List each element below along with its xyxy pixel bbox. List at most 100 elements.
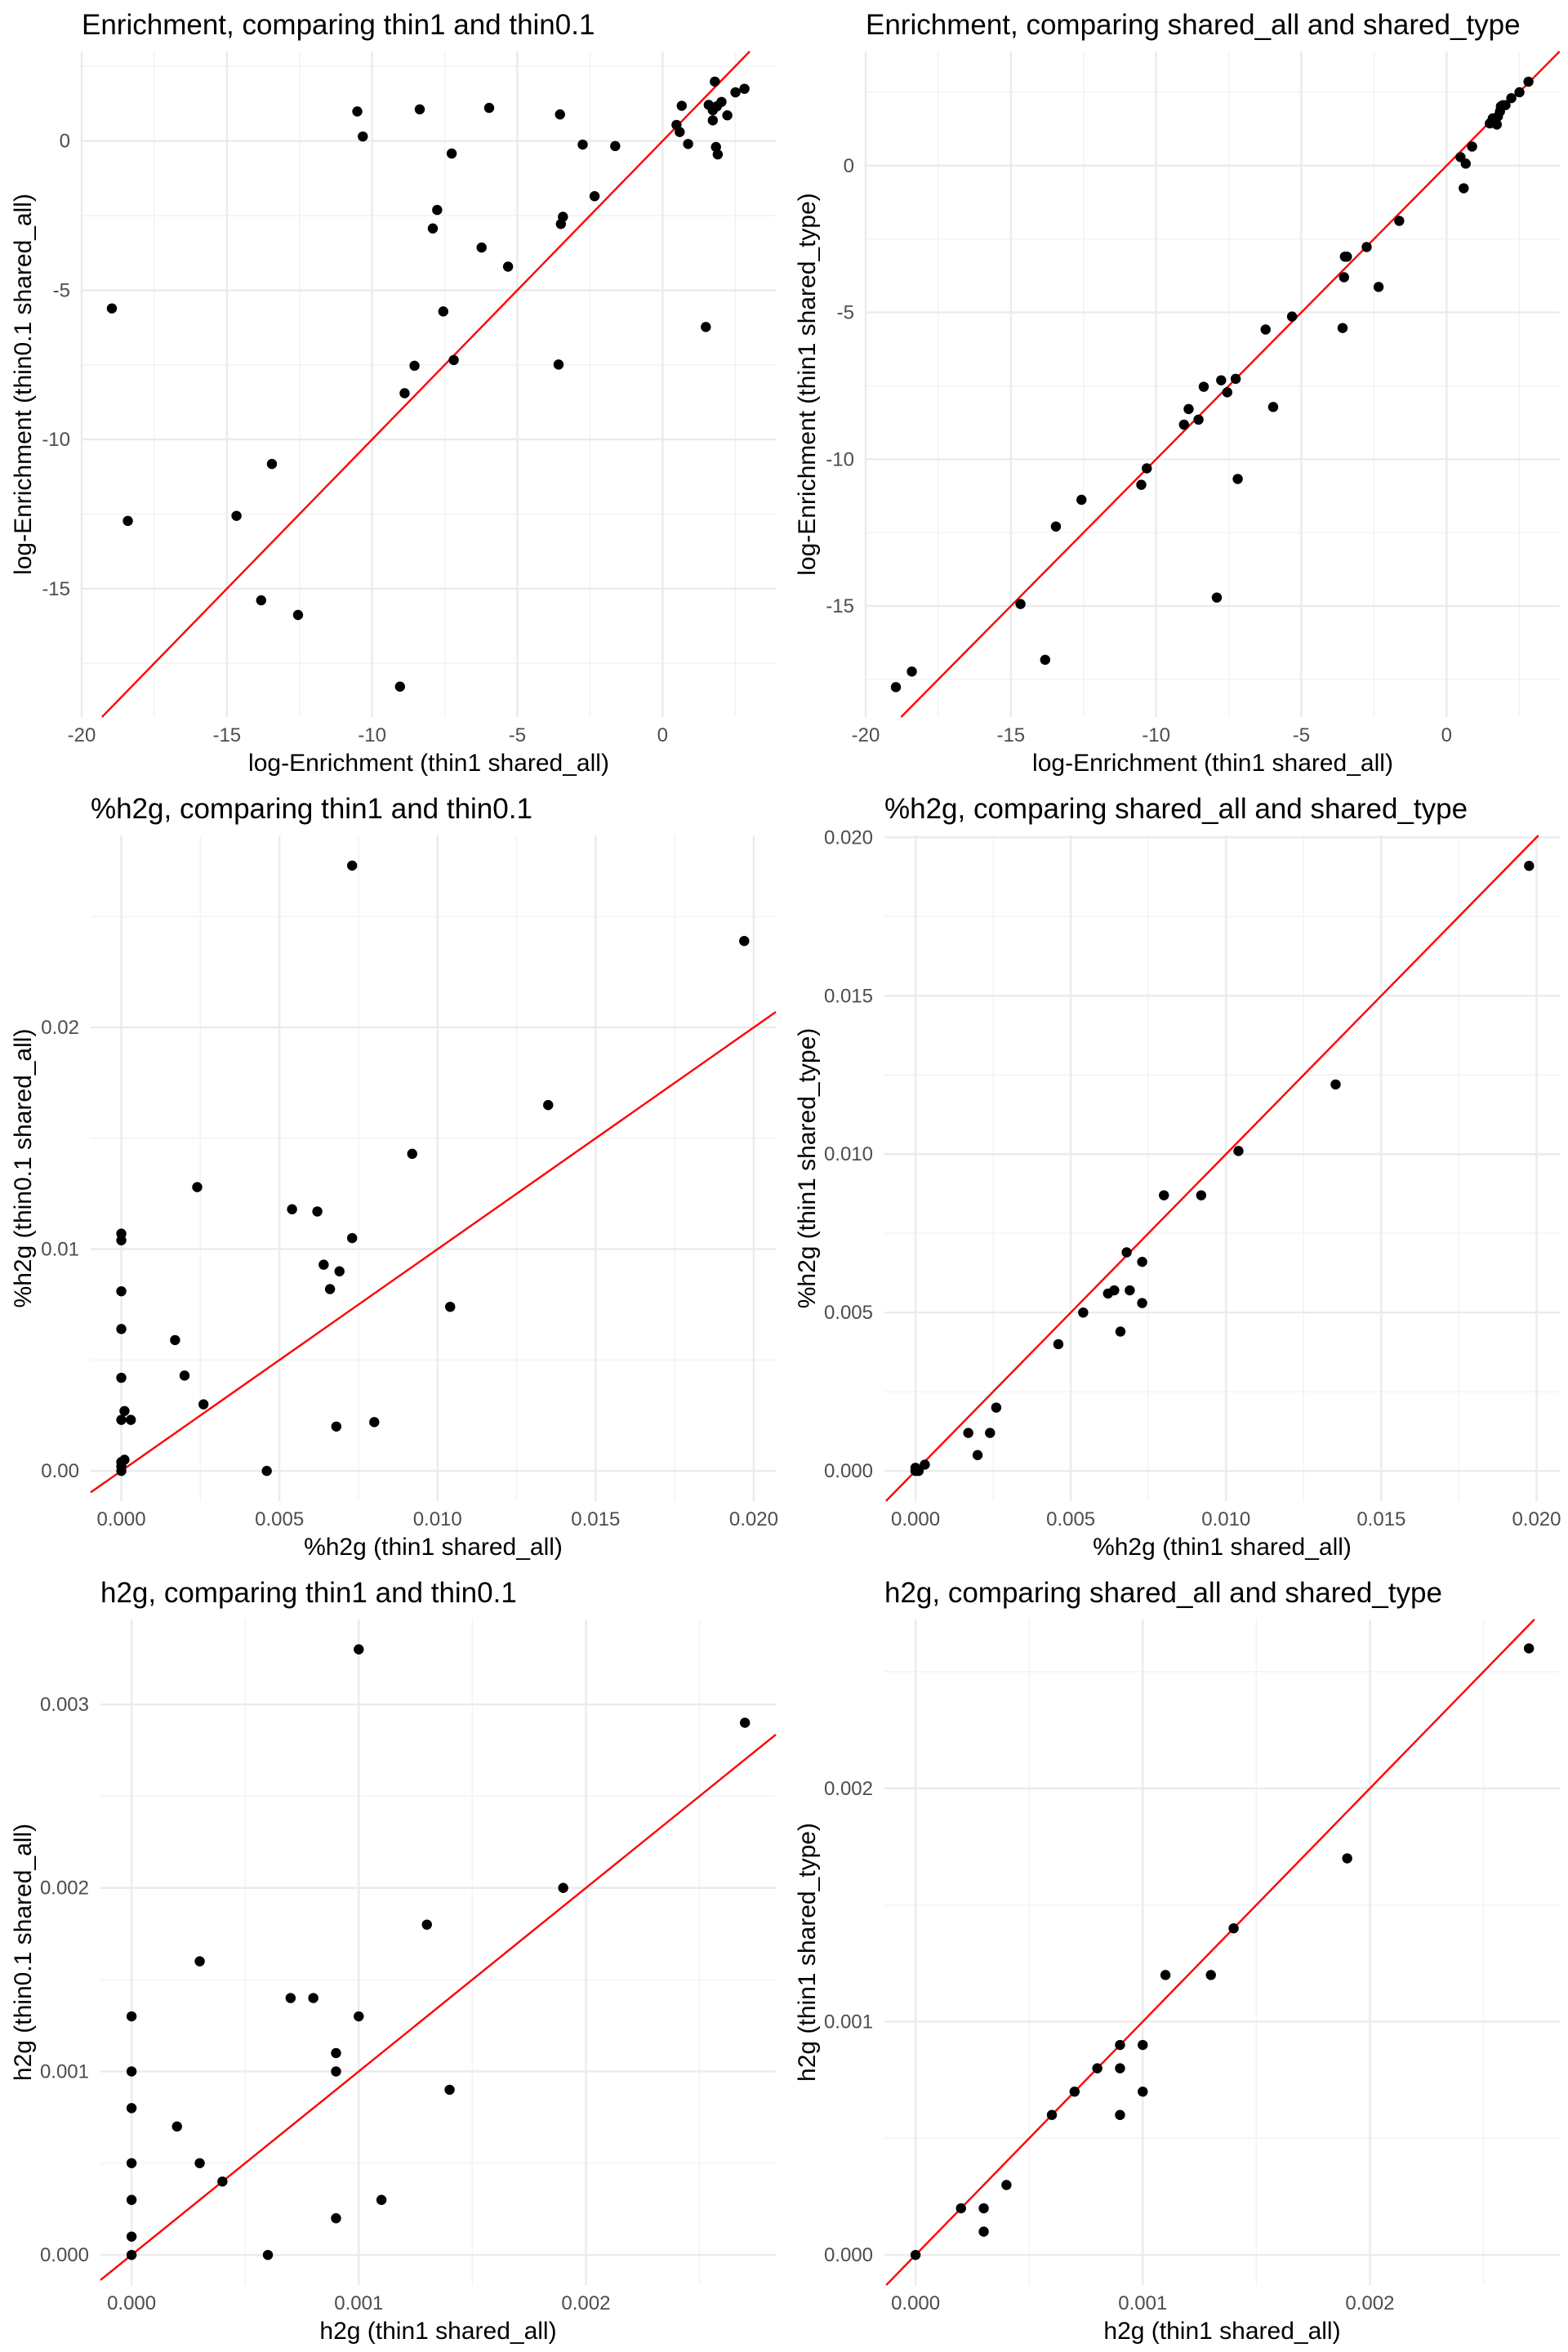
data-point: [262, 2249, 274, 2261]
data-point: [1222, 387, 1232, 398]
data-point: [558, 1882, 568, 1893]
data-point: [292, 609, 304, 621]
data-point: [407, 1148, 417, 1160]
data-point: [730, 87, 741, 98]
data-point: [125, 1414, 136, 1425]
data-point: [346, 860, 358, 871]
data-point: [1491, 119, 1503, 130]
data-point: [1286, 311, 1298, 322]
data-point: [1076, 494, 1087, 506]
data-point: [577, 139, 588, 150]
data-point: [1001, 2180, 1012, 2190]
data-point: [116, 1414, 127, 1425]
data-point: [448, 354, 459, 366]
data-point: [198, 1399, 209, 1410]
y-tick-label: 0.02: [41, 1017, 79, 1039]
data-point: [287, 1204, 297, 1214]
data-point: [1394, 216, 1405, 226]
plot-title: %h2g, comparing thin1 and thin0.1: [91, 793, 532, 825]
data-point: [354, 2011, 364, 2022]
data-point: [217, 2176, 228, 2187]
data-point: [555, 219, 567, 229]
data-point: [231, 510, 242, 521]
data-point: [308, 1993, 318, 2003]
data-point: [963, 1428, 973, 1438]
data-point: [978, 2226, 989, 2237]
x-tick-label: -20: [852, 724, 880, 746]
data-point: [1267, 402, 1279, 412]
data-point: [126, 2011, 137, 2022]
x-tick-label: -5: [509, 724, 526, 746]
y-tick-label: 0.015: [824, 985, 873, 1007]
data-point: [555, 109, 565, 120]
data-point: [890, 682, 902, 693]
data-point: [358, 131, 368, 142]
data-point: [1467, 141, 1477, 152]
data-point: [172, 2121, 182, 2132]
data-point: [394, 681, 405, 692]
x-axis-title: h2g (thin1 shared_all): [1103, 2318, 1340, 2345]
data-point: [972, 1450, 983, 1460]
identity-reference-line: [100, 1733, 777, 2281]
data-point: [712, 149, 724, 160]
data-point: [1136, 479, 1147, 490]
data-point: [710, 76, 720, 87]
scatter-panel-6: 0.000 0.001 0.002 0.000 0.001 0.002 h2g, compa…: [794, 1577, 1560, 2345]
x-tick-label: 0.010: [1201, 1508, 1250, 1530]
data-point: [414, 104, 425, 115]
x-tick-label: 0.000: [891, 2292, 940, 2314]
y-tick-label: 0.002: [824, 1778, 873, 1800]
y-axis-title: %h2g (thin0.1 shared_all): [10, 1029, 37, 1308]
y-tick-label: -5: [53, 279, 70, 301]
data-point: [1115, 2063, 1125, 2074]
x-axis-title: log-Enrichment (thin1 shared_all): [248, 750, 609, 777]
data-point: [1361, 242, 1372, 252]
y-tick-label: 0: [844, 155, 854, 177]
y-axis-title: log-Enrichment (thin1 shared_type): [794, 193, 821, 576]
x-tick-label: 0.002: [1345, 2292, 1394, 2314]
data-point: [126, 2158, 137, 2168]
data-point: [1232, 474, 1243, 484]
data-point: [956, 2203, 966, 2214]
plot-title: %h2g, comparing shared_all and shared_ty…: [884, 793, 1468, 825]
data-point: [1115, 1326, 1126, 1337]
data-point: [1078, 1307, 1089, 1318]
data-point: [543, 1099, 554, 1111]
data-point: [553, 359, 564, 370]
data-point: [369, 1417, 380, 1428]
data-point: [409, 360, 420, 372]
data-point: [312, 1206, 323, 1217]
identity-reference-line: [900, 51, 1561, 718]
data-point: [126, 2194, 137, 2205]
data-point: [285, 1993, 296, 2003]
data-point: [126, 2249, 137, 2261]
x-tick-label: 0: [1441, 724, 1452, 746]
identity-reference-line: [101, 51, 751, 718]
data-point: [1138, 2039, 1148, 2051]
data-point: [446, 148, 457, 159]
y-tick-label: 0.003: [40, 1694, 89, 1716]
y-tick-label: 0.005: [824, 1302, 873, 1324]
data-point: [1342, 1853, 1352, 1864]
y-tick-label: 0.001: [40, 2060, 89, 2082]
scatter-panel-4: 0.000 0.005 0.010 0.015 0.020 0.000 0.005 0.010…: [794, 793, 1561, 1561]
data-point: [1230, 373, 1241, 385]
data-point: [331, 1421, 342, 1432]
data-point: [421, 1919, 432, 1930]
data-point: [1342, 252, 1352, 262]
identity-reference-line: [885, 1619, 1535, 2286]
data-point: [170, 1334, 180, 1346]
x-tick-label: 0.001: [334, 2292, 383, 2314]
data-point: [346, 1232, 358, 1244]
data-point: [1142, 463, 1152, 474]
data-point: [991, 1402, 1002, 1413]
data-point: [1500, 100, 1511, 110]
data-point: [116, 1465, 127, 1477]
data-point: [331, 2213, 341, 2224]
data-point: [1046, 2109, 1058, 2120]
data-point: [589, 191, 600, 202]
data-point: [1183, 403, 1194, 415]
data-point: [707, 115, 719, 126]
data-point: [376, 2194, 387, 2205]
x-tick-label: -15: [996, 724, 1025, 746]
